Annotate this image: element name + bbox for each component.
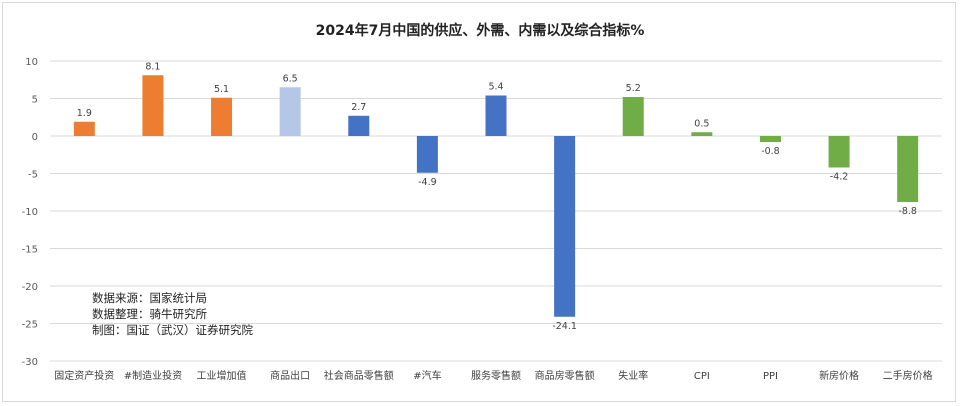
- source-note: 数据整理：骑牛研究所: [92, 307, 207, 321]
- data-label: 5.4: [488, 82, 503, 93]
- x-tick-label: #汽车: [413, 369, 441, 382]
- x-tick-label: 社会商品零售额: [324, 369, 394, 382]
- bar: [142, 75, 164, 136]
- x-axis: 固定资产投资 #制造业投资 工业增加值 商品出口 社会商品零售额 #汽车 服务零售额 商品房零…: [54, 369, 932, 382]
- data-label: 0.5: [694, 118, 709, 129]
- x-tick-label: 固定资产投资: [54, 369, 114, 382]
- data-labels: 1.9 8.1 5.1 6.5 2.7 -4.9 5.4 -24.1 5.2 0.5 -0.8 -4.…: [77, 61, 917, 332]
- source-notes: 数据来源：国家统计局 数据整理：骑牛研究所 制图：国证（武汉）证券研究院: [92, 290, 253, 338]
- y-tick-label: -15: [22, 245, 38, 256]
- bar: [348, 115, 370, 136]
- x-tick-label: 工业增加值: [197, 369, 247, 382]
- y-tick-label: -5: [28, 170, 38, 181]
- bar: [279, 87, 301, 136]
- chart-frame: [2, 2, 956, 402]
- source-note: 制图：国证（武汉）证券研究院: [92, 323, 253, 337]
- bar: [554, 136, 576, 317]
- data-label: -24.1: [552, 321, 577, 332]
- bar: [211, 97, 233, 136]
- x-tick-label: 二手房价格: [883, 369, 933, 382]
- y-tick-label: 0: [32, 132, 38, 143]
- y-tick-label: 10: [25, 57, 38, 68]
- source-note: 数据来源：国家统计局: [92, 291, 207, 305]
- data-label: 8.1: [145, 61, 160, 72]
- bar: [691, 132, 713, 136]
- data-label: -8.8: [898, 206, 917, 217]
- data-label: 2.7: [351, 102, 366, 113]
- x-tick-label: #制造业投资: [124, 369, 182, 382]
- bar: [622, 97, 644, 136]
- data-label: -4.2: [830, 172, 849, 183]
- data-label: 5.1: [214, 84, 229, 95]
- data-label: 1.9: [77, 108, 92, 119]
- bar: [416, 136, 438, 173]
- chart-title: 2024年7月中国的供应、外需、内需以及综合指标%: [315, 23, 645, 39]
- data-label: 5.2: [626, 83, 641, 94]
- y-tick-label: -25: [22, 320, 38, 331]
- x-tick-label: 新房价格: [819, 369, 859, 382]
- bar: [828, 136, 850, 168]
- y-axis: 10 5 0 -5 -10 -15 -20 -25 -30: [22, 57, 38, 368]
- x-tick-label: 商品房零售额: [535, 369, 595, 382]
- x-tick-label: CPI: [694, 371, 710, 382]
- x-tick-label: 失业率: [618, 369, 648, 382]
- bar: [897, 136, 919, 202]
- x-tick-label: 商品出口: [270, 369, 310, 382]
- bar: [759, 136, 781, 142]
- data-label: -0.8: [761, 146, 780, 157]
- bar: [485, 95, 507, 136]
- y-tick-label: -20: [22, 282, 38, 293]
- bars: [73, 75, 919, 317]
- bar: [73, 121, 95, 136]
- x-tick-label: PPI: [763, 371, 778, 382]
- x-tick-label: 服务零售额: [471, 369, 521, 382]
- data-label: -4.9: [418, 177, 437, 188]
- data-label: 6.5: [283, 73, 298, 84]
- y-tick-label: -10: [22, 207, 38, 218]
- y-tick-label: -30: [22, 357, 38, 368]
- y-tick-label: 5: [32, 95, 38, 106]
